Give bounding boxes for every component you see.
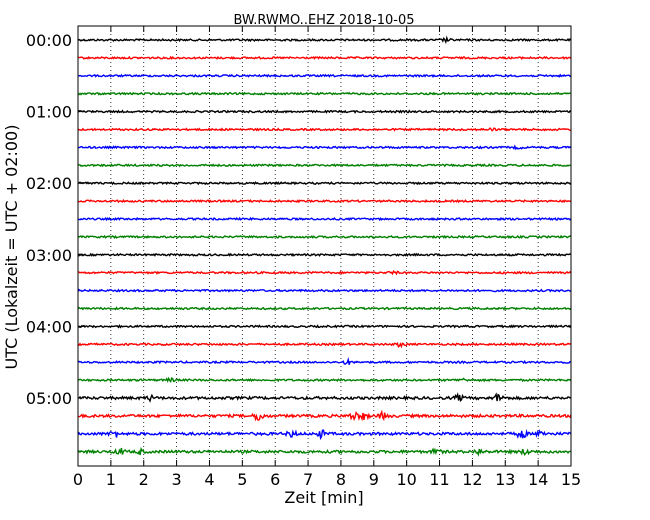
y-tick-label: 05:00 [26,389,72,408]
x-axis-label: Zeit [min] [284,488,363,507]
trace-line [78,73,572,79]
trace-line [77,163,571,168]
x-tick-label: 5 [237,470,247,489]
grid-lines [110,26,539,466]
x-tick-label: 14 [528,470,548,489]
trace-line [78,409,572,422]
trace-line [77,428,572,441]
x-tick-label: 0 [73,470,83,489]
trace-line [77,392,572,403]
trace-line [77,181,572,186]
y-tick-label: 00:00 [26,31,72,50]
y-axis-ticks: 00:00 01:00 02:00 03:00 04:00 05:00 [26,31,84,408]
y-tick-label: 03:00 [26,246,72,265]
y-tick-label: 02:00 [26,174,72,193]
y-tick-label: 01:00 [26,103,72,122]
seismogram-traces [77,35,572,457]
x-tick-label: 6 [270,470,280,489]
trace-line [77,91,572,96]
trace-line [77,127,572,132]
x-tick-label: 12 [462,470,482,489]
trace-line [77,234,572,240]
trace-line [77,376,572,384]
trace-line [77,144,572,151]
trace-line [77,306,572,311]
trace-line [77,216,572,222]
trace-line [77,342,572,349]
x-tick-label: 13 [495,470,515,489]
x-tick-label: 1 [106,470,116,489]
trace-line [77,252,572,257]
x-tick-label: 11 [429,470,449,489]
x-tick-label: 2 [139,470,149,489]
trace-line [77,55,572,61]
y-axis-label: UTC (Lokalzeit = UTC + 02:00) [2,125,21,370]
trace-line [77,109,572,114]
x-tick-label: 10 [396,470,416,489]
trace-line [77,357,572,365]
trace-line [77,35,572,45]
chart-title: BW.RWMO..EHZ 2018-10-05 [233,13,414,28]
trace-line [77,198,572,204]
x-tick-label: 7 [303,470,313,489]
trace-line [77,446,572,457]
trace-line [77,324,572,329]
plot-frame [77,25,572,467]
x-axis-ticks: 0 1 2 3 4 5 6 7 8 9 10 11 12 13 14 15 [73,26,581,489]
x-tick-label: 15 [561,470,581,489]
x-tick-label: 8 [336,470,346,489]
x-tick-label: 3 [172,470,182,489]
trace-line [77,269,572,276]
y-tick-label: 04:00 [26,317,72,336]
x-tick-label: 4 [204,470,214,489]
x-tick-label: 9 [369,470,379,489]
trace-line [77,288,572,293]
